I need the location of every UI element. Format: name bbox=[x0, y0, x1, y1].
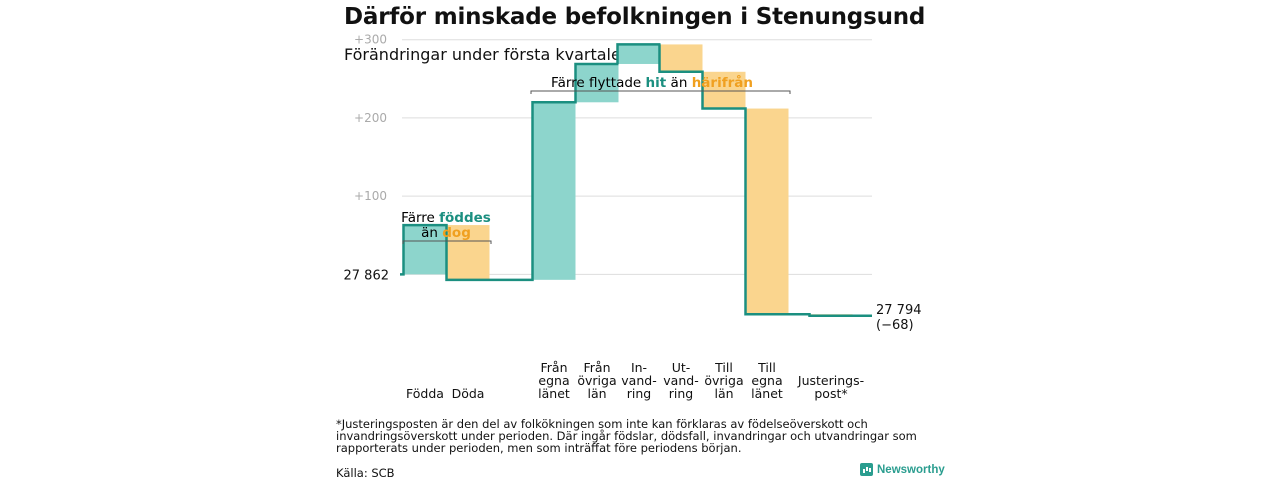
end-value-label: 27 794 bbox=[876, 303, 922, 318]
y-tick-label: +300 bbox=[354, 33, 387, 47]
annotation-bracket bbox=[402, 240, 492, 244]
y-tick-label: +100 bbox=[354, 189, 387, 203]
annotation-migration-mid: än bbox=[671, 75, 688, 91]
category-label: Döda bbox=[452, 386, 485, 401]
category-label: vand- bbox=[621, 373, 656, 388]
bar-loss bbox=[745, 108, 789, 315]
category-label: ring bbox=[669, 386, 693, 401]
category-label: vand- bbox=[663, 373, 698, 388]
category-label: länet bbox=[751, 386, 783, 401]
annotation-migration-highlight2: härifrån bbox=[692, 74, 753, 91]
bar-loss bbox=[446, 225, 490, 280]
category-label: Till bbox=[714, 360, 733, 375]
bar-gain bbox=[617, 44, 661, 64]
annotation-layer: Färre föddes än dog Färre flyttade hit ä… bbox=[401, 74, 791, 244]
category-label: län bbox=[587, 386, 606, 401]
bar-gain bbox=[532, 102, 576, 280]
annotation-migration-text: Färre flyttade bbox=[551, 75, 641, 91]
category-label: egna bbox=[751, 373, 782, 388]
bar-loss bbox=[659, 44, 703, 72]
annotation-migration-highlight1: hit bbox=[646, 75, 667, 91]
y-tick-label: +200 bbox=[354, 111, 387, 125]
annotation-migration: Färre flyttade hit än härifrån bbox=[551, 74, 753, 91]
annotation-bracket bbox=[530, 90, 791, 94]
category-label: Till bbox=[757, 360, 776, 375]
source-label: Källa: SCB bbox=[336, 466, 395, 480]
category-label: Från bbox=[540, 360, 567, 375]
footnote: *Justeringsposten är den del av folkökni… bbox=[336, 417, 917, 455]
annotation-natural-text2: än bbox=[421, 225, 438, 241]
category-label: Ut- bbox=[672, 360, 691, 375]
brand-logo: Newsworthy bbox=[860, 463, 945, 476]
category-label: In- bbox=[631, 360, 647, 375]
bar-layer bbox=[403, 44, 853, 316]
category-label: egna bbox=[538, 373, 569, 388]
category-label: Födda bbox=[406, 386, 444, 401]
chart-subtitle: Förändringar under första kvartalet 2024 bbox=[344, 45, 673, 64]
start-value-label: 27 862 bbox=[344, 268, 390, 283]
category-label: övriga bbox=[577, 373, 616, 388]
bar-chart-icon bbox=[860, 463, 873, 476]
annotation-natural-line1: Färre föddes bbox=[401, 210, 491, 226]
category-label: övriga bbox=[704, 373, 743, 388]
end-change-label: (−68) bbox=[876, 318, 914, 333]
category-label: Från bbox=[583, 360, 610, 375]
category-label: län bbox=[714, 386, 733, 401]
bar-gain bbox=[575, 63, 619, 103]
annotation-natural-highlight2: dog bbox=[442, 225, 471, 241]
chart-title: Därför minskade befolkningen i Stenungsu… bbox=[344, 4, 926, 30]
category-label: ring bbox=[627, 386, 651, 401]
brand-label: Newsworthy bbox=[877, 463, 945, 476]
category-label: Justerings- bbox=[797, 373, 864, 388]
bar-gain bbox=[403, 225, 447, 275]
annotation-natural-text1: Färre bbox=[401, 210, 435, 226]
bar-loss bbox=[702, 71, 746, 109]
annotation-natural-line2: än dog bbox=[421, 225, 471, 241]
category-label: post* bbox=[814, 386, 847, 401]
annotation-natural-highlight1: föddes bbox=[439, 210, 491, 226]
cumulative-step-line bbox=[400, 43, 872, 318]
category-label: länet bbox=[538, 386, 570, 401]
line-layer bbox=[400, 43, 872, 318]
